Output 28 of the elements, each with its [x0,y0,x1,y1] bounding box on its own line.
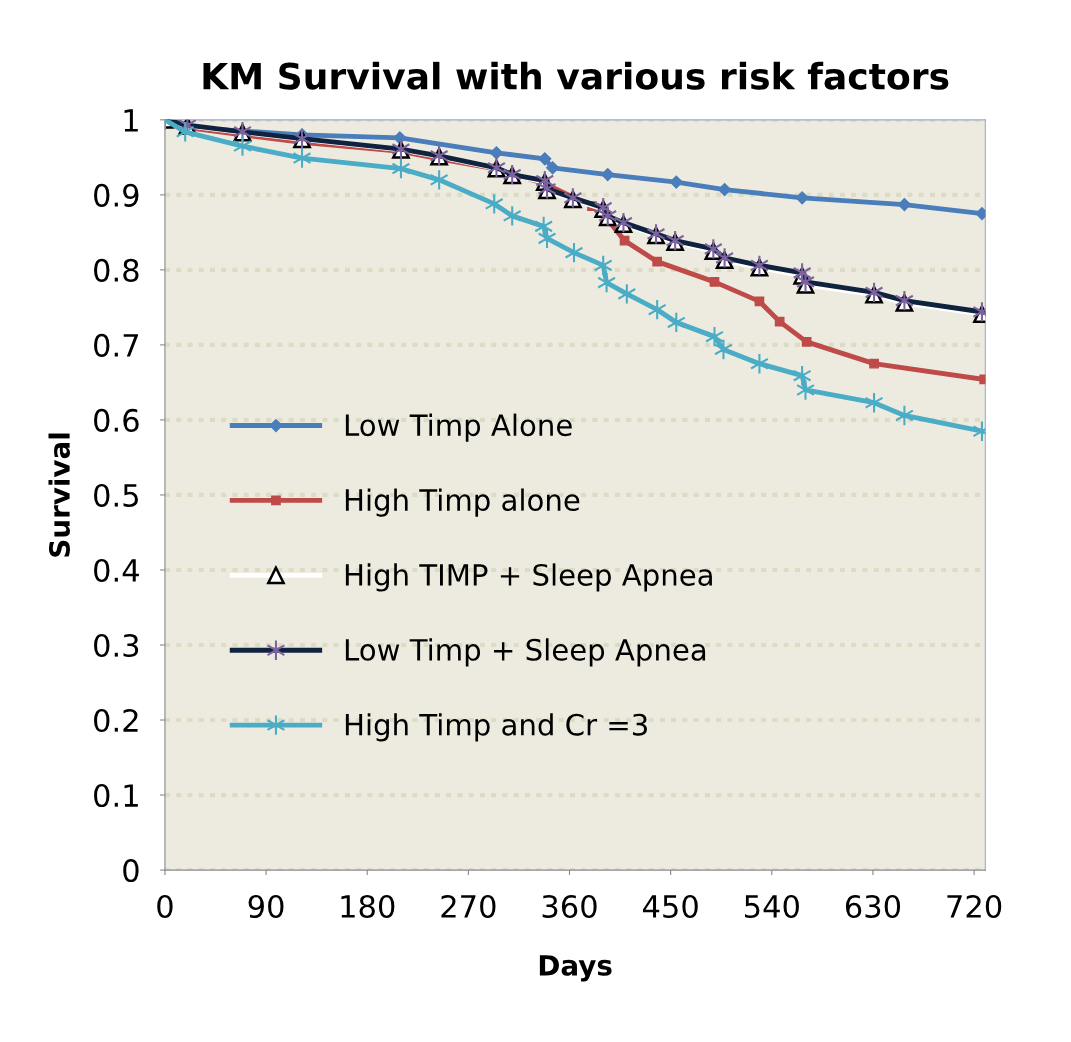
y-tick-label: 0.4 [94,558,139,583]
x-axis-title: Days [539,955,612,982]
y-tick-label: 0.1 [94,783,138,808]
legend-label: High Timp alone [345,488,580,517]
x-tick-label: 630 [845,894,901,919]
y-axis-title: Survival [48,433,70,557]
y-tick-label: 0.9 [94,183,139,207]
legend-label: High Timp and Cr =3 [345,713,647,742]
x-tick-label: 270 [441,894,496,919]
y-tick-label: 0.3 [94,633,139,658]
x-tick-label: 450 [642,894,698,919]
y-tick-label: 0.7 [94,333,139,357]
y-tick-label: 0 [123,859,139,883]
y-tick-label: 0.6 [94,408,139,432]
legend-label: Low Timp + Sleep Apnea [345,638,706,667]
y-tick-label: 0.5 [94,483,138,507]
x-tick-label: 0 [157,894,173,919]
legend-label: Low Timp Alone [345,413,572,442]
x-tick-label: 720 [947,894,1002,919]
x-tick-label: 180 [341,894,395,919]
legend-label: High TIMP + Sleep Apnea [345,563,712,592]
y-tick-label: 1 [124,109,138,132]
x-tick-label: 540 [744,894,799,919]
y-tick-label: 0.8 [94,258,139,282]
x-tick-label: 360 [542,894,597,919]
y-tick-label: 0.2 [94,708,138,733]
x-tick-label: 90 [248,894,284,919]
chart-title: KM Survival with various risk factors [203,61,949,90]
